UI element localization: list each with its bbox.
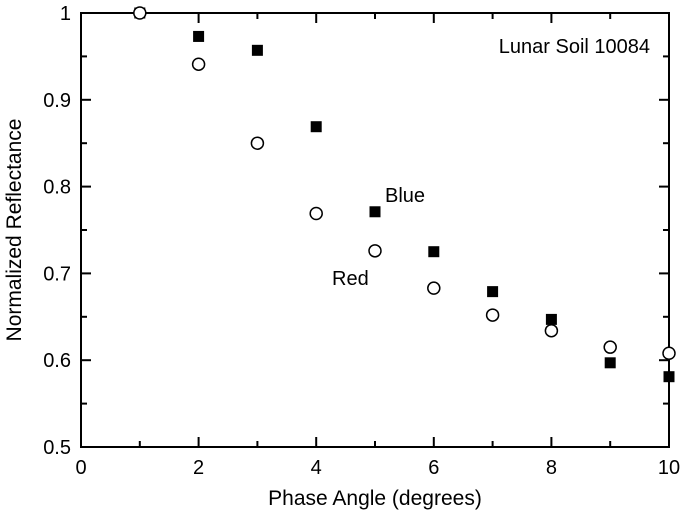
blue-point	[428, 246, 440, 258]
red-point	[603, 340, 617, 354]
red-point	[250, 136, 265, 150]
blue-point	[193, 30, 205, 42]
y-tick-label: 0.6	[43, 350, 71, 372]
y-tick-label: 0.5	[43, 437, 71, 459]
plot-frame	[80, 12, 670, 448]
x-axis-title: Phase Angle (degrees)	[268, 487, 482, 510]
y-tick-label: 0.8	[43, 177, 71, 199]
blue-point	[545, 313, 557, 325]
y-tick-label: 0.7	[43, 263, 71, 285]
tick-labels: 0 2 4 6 8 10 0.5 0.6 0.7 0.8 0.9 1	[43, 3, 680, 479]
sample-label: Lunar Soil 10084	[499, 36, 650, 58]
y-tick-label: 0.9	[43, 90, 71, 112]
blue-point	[369, 206, 381, 218]
blue-point	[251, 44, 263, 56]
red-point	[427, 281, 441, 295]
x-tick-label: 4	[311, 457, 322, 479]
red-point	[544, 323, 559, 338]
axis-ticks	[80, 12, 670, 448]
red-point	[191, 57, 206, 71]
data-points	[133, 6, 676, 383]
x-tick-label: 10	[658, 457, 680, 479]
blue-point	[310, 121, 322, 133]
blue-series-label: Blue	[385, 185, 425, 207]
red-point	[309, 206, 323, 221]
blue-point	[487, 286, 499, 298]
red-point	[368, 244, 382, 258]
blue-point	[663, 371, 675, 383]
x-tick-label: 2	[193, 457, 204, 479]
x-tick-label: 0	[75, 457, 86, 479]
red-point	[133, 6, 147, 20]
x-tick-label: 6	[428, 457, 439, 479]
red-series-label: Red	[332, 268, 369, 290]
x-tick-label: 8	[546, 457, 557, 479]
blue-point	[604, 357, 616, 369]
y-axis-title: Normalized Reflectance	[3, 119, 26, 342]
red-point	[485, 308, 500, 322]
y-tick-label: 1	[60, 3, 71, 25]
red-point	[662, 346, 676, 361]
